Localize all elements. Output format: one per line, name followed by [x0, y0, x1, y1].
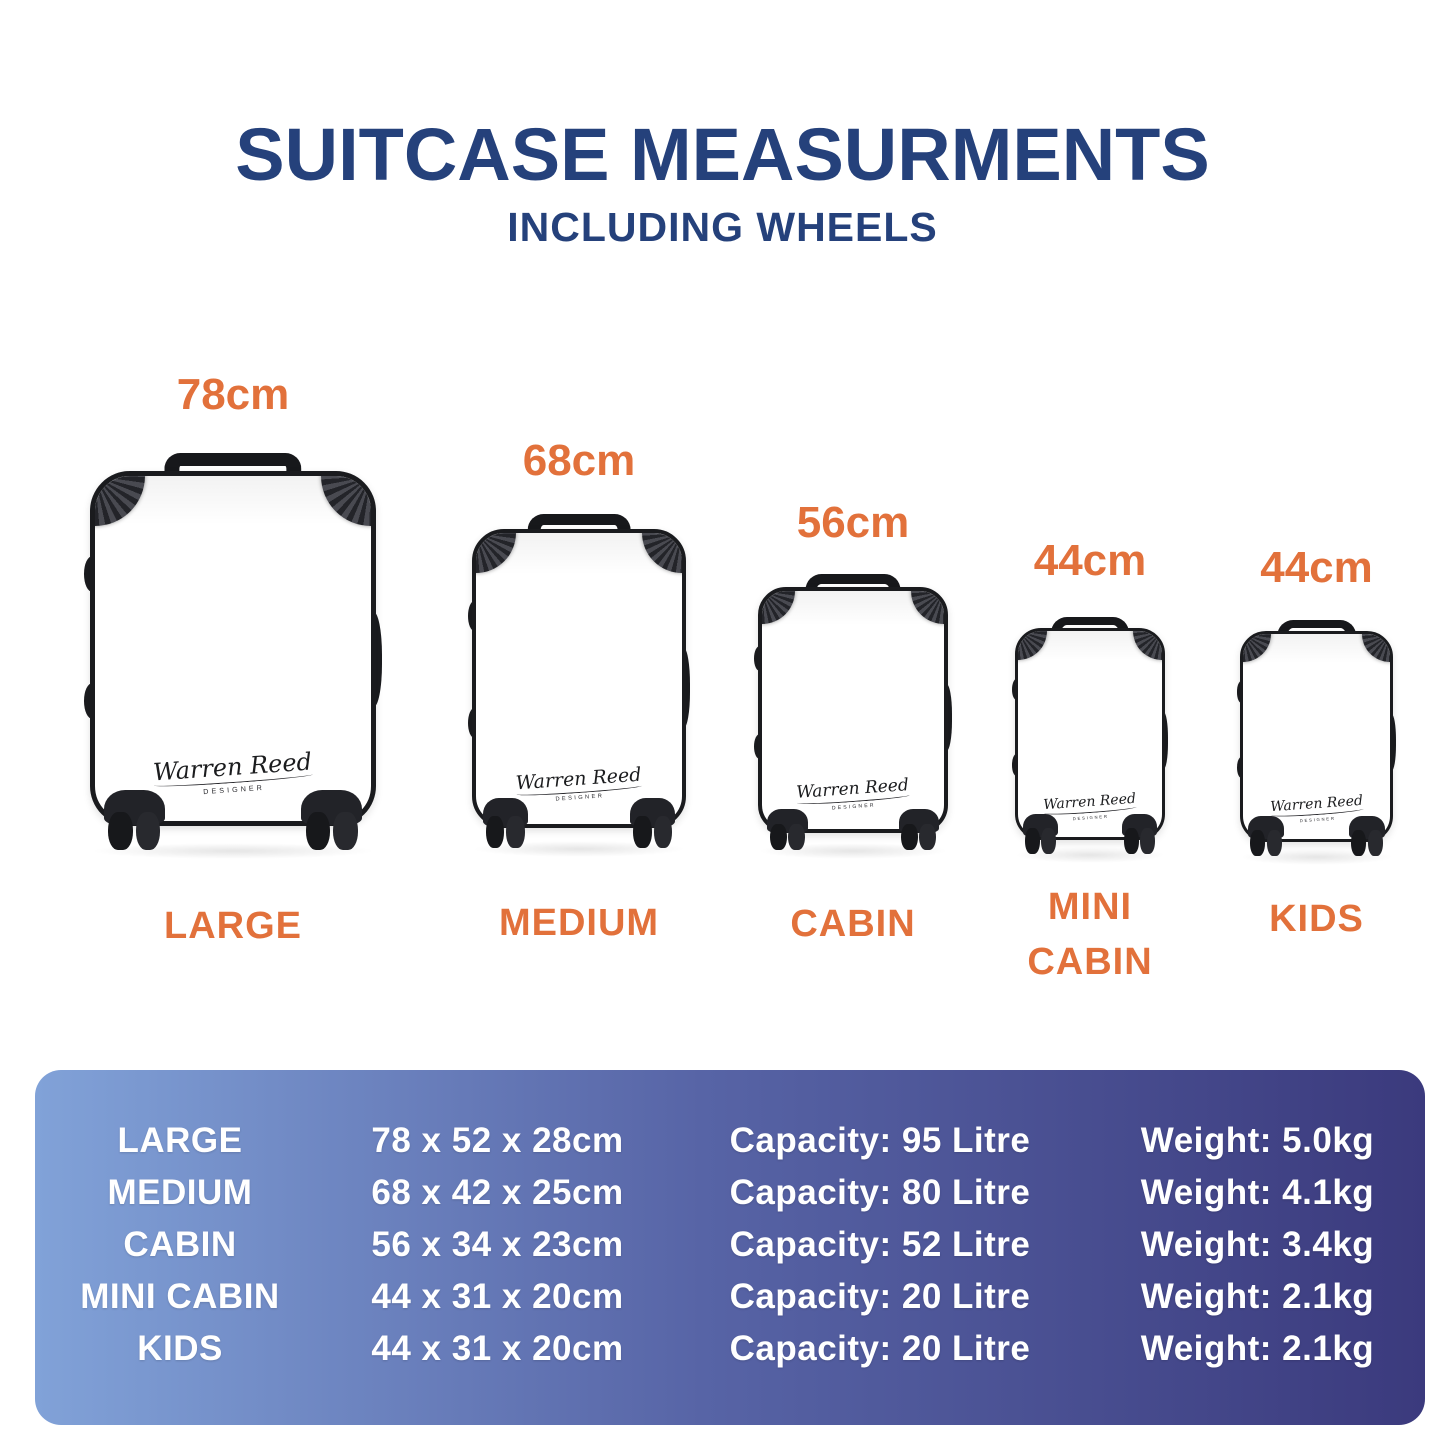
brand-signature: Warren Reed DESIGNER	[152, 747, 313, 799]
spinner-wheel	[479, 797, 530, 848]
spec-dimensions: 44 x 31 x 20cm	[371, 1276, 624, 1316]
spec-capacity: Capacity: 95 Litre	[729, 1120, 1031, 1160]
spec-capacity: Capacity: 80 Litre	[729, 1172, 1031, 1212]
table-row: CABIN 56 x 34 x 23cm Capacity: 52 Litre …	[35, 1218, 1425, 1270]
size-name-medium: MEDIUM	[498, 902, 660, 944]
suitcase-medium: 68cm Warren Reed DESIGNER MEDIUM	[467, 439, 691, 942]
spec-size-name: KIDS	[137, 1328, 223, 1368]
suitcase-mini-cabin: 44cm Warren Reed DESIGNER MINI CABIN	[1012, 539, 1168, 983]
height-label-kids: 44cm	[1260, 543, 1373, 592]
spec-weight: Weight: 2.1kg	[1140, 1328, 1375, 1368]
suitcase-shell: Warren Reed DESIGNER	[1015, 628, 1165, 840]
suitcase-kids: 44cm Warren Reed DESIGNER KIDS	[1236, 546, 1397, 938]
spinner-wheel	[765, 808, 811, 850]
suitcase-shell: Warren Reed DESIGNER	[90, 471, 376, 827]
spec-dimensions: 68 x 42 x 25cm	[371, 1172, 624, 1212]
suitcase-shell: Warren Reed DESIGNER	[1240, 631, 1393, 842]
size-name-mini-cabin: MINI CABIN	[1027, 886, 1153, 984]
spinner-wheel	[100, 790, 169, 850]
size-name-kids: KIDS	[1269, 898, 1364, 940]
spec-dimensions: 78 x 52 x 28cm	[371, 1120, 624, 1160]
table-row: MEDIUM 68 x 42 x 25cm Capacity: 80 Litre…	[35, 1166, 1425, 1218]
spec-size-name: CABIN	[123, 1224, 237, 1264]
spec-dimensions: 44 x 31 x 20cm	[371, 1328, 624, 1368]
spec-size-name: MEDIUM	[107, 1172, 253, 1212]
height-label-cabin: 56cm	[796, 498, 910, 547]
spec-weight: Weight: 2.1kg	[1140, 1276, 1375, 1316]
size-name-large: LARGE	[164, 905, 302, 947]
spec-table: LARGE 78 x 52 x 28cm Capacity: 95 Litre …	[35, 1070, 1425, 1425]
spec-dimensions: 56 x 34 x 23cm	[371, 1224, 624, 1264]
brand-signature: Warren Reed DESIGNER	[515, 763, 643, 805]
suitcase-large: 78cm Warren Reed DESIGNER LARGE	[84, 373, 382, 945]
spinner-wheel	[896, 808, 942, 850]
table-row: KIDS 44 x 31 x 20cm Capacity: 20 Litre W…	[35, 1322, 1425, 1374]
page-subtitle: INCLUDING WHEELS	[507, 204, 938, 250]
spec-size-name: MINI CABIN	[80, 1276, 280, 1316]
spec-capacity: Capacity: 52 Litre	[729, 1224, 1031, 1264]
suitcase-cabin: 56cm Warren Reed DESIGNER CABIN	[754, 501, 952, 943]
spec-capacity: Capacity: 20 Litre	[729, 1328, 1031, 1368]
suitcase-shell: Warren Reed DESIGNER	[758, 587, 948, 834]
height-label-large: 78cm	[176, 370, 290, 419]
spec-weight: Weight: 5.0kg	[1140, 1120, 1375, 1160]
height-label-medium: 68cm	[522, 436, 636, 485]
suitcase-shell: Warren Reed DESIGNER	[472, 529, 686, 828]
table-row: MINI CABIN 44 x 31 x 20cm Capacity: 20 L…	[35, 1270, 1425, 1322]
page-title: SUITCASE MEASURMENTS	[235, 113, 1210, 196]
spec-capacity: Capacity: 20 Litre	[729, 1276, 1031, 1316]
table-row: LARGE 78 x 52 x 28cm Capacity: 95 Litre …	[35, 1114, 1425, 1166]
spec-weight: Weight: 4.1kg	[1140, 1172, 1375, 1212]
spinner-wheel	[1020, 813, 1061, 854]
spinner-wheel	[1119, 813, 1160, 854]
spinner-wheel	[627, 797, 678, 848]
brand-signature: Warren Reed DESIGNER	[796, 776, 910, 814]
spec-size-name: LARGE	[117, 1120, 243, 1160]
spinner-wheel	[1346, 815, 1387, 856]
size-name-cabin: CABIN	[790, 903, 916, 945]
height-label-mini-cabin: 44cm	[1033, 536, 1147, 585]
spinner-wheel	[1245, 815, 1286, 856]
spec-weight: Weight: 3.4kg	[1140, 1224, 1375, 1264]
spinner-wheel	[297, 790, 366, 850]
